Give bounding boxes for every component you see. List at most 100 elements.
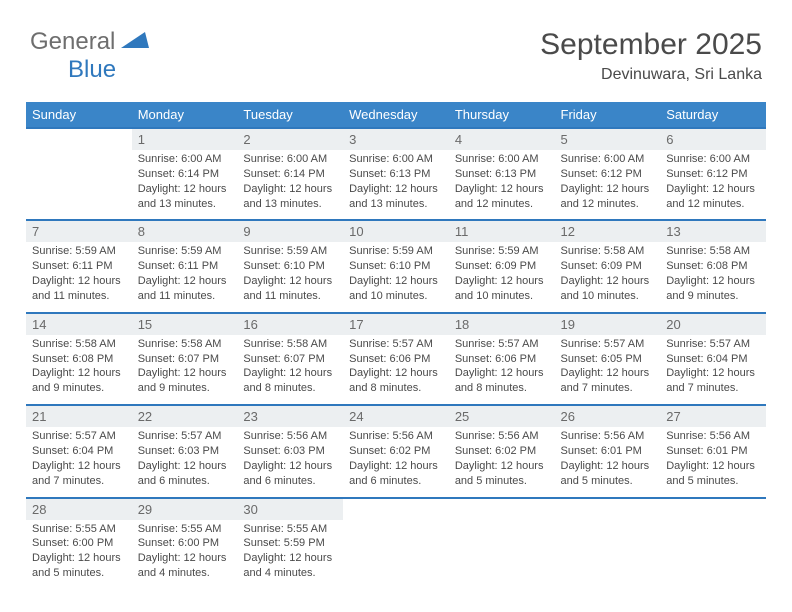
- date-cell: [26, 150, 132, 220]
- date-number: 26: [555, 405, 661, 427]
- sunrise-text: Sunrise: 5:56 AM: [455, 429, 549, 444]
- sunrise-text: Sunrise: 5:57 AM: [455, 337, 549, 352]
- date-cell: Sunrise: 5:59 AMSunset: 6:10 PMDaylight:…: [237, 242, 343, 312]
- daylight-text: Daylight: 12 hours and 5 minutes.: [561, 459, 655, 489]
- sunset-text: Sunset: 6:14 PM: [243, 167, 337, 182]
- day-header: Monday: [132, 102, 238, 128]
- daylight-text: Daylight: 12 hours and 6 minutes.: [349, 459, 443, 489]
- date-cell: Sunrise: 5:58 AMSunset: 6:07 PMDaylight:…: [237, 335, 343, 405]
- date-number: 25: [449, 405, 555, 427]
- month-title: September 2025: [540, 28, 762, 62]
- title-block: September 2025 Devinuwara, Sri Lanka: [540, 28, 762, 84]
- date-body-row: Sunrise: 5:58 AMSunset: 6:08 PMDaylight:…: [26, 335, 766, 405]
- sunrise-text: Sunrise: 5:56 AM: [666, 429, 760, 444]
- date-cell: Sunrise: 5:56 AMSunset: 6:02 PMDaylight:…: [343, 427, 449, 497]
- date-cell: Sunrise: 5:55 AMSunset: 6:00 PMDaylight:…: [26, 520, 132, 589]
- sunset-text: Sunset: 6:13 PM: [455, 167, 549, 182]
- daylight-text: Daylight: 12 hours and 13 minutes.: [138, 182, 232, 212]
- sunrise-text: Sunrise: 6:00 AM: [561, 152, 655, 167]
- daylight-text: Daylight: 12 hours and 10 minutes.: [561, 274, 655, 304]
- sunrise-text: Sunrise: 6:00 AM: [243, 152, 337, 167]
- date-number: 7: [26, 220, 132, 242]
- sunrise-text: Sunrise: 5:59 AM: [243, 244, 337, 259]
- daylight-text: Daylight: 12 hours and 9 minutes.: [32, 366, 126, 396]
- logo-text: General Blue: [30, 28, 116, 84]
- day-header: Wednesday: [343, 102, 449, 128]
- sunrise-text: Sunrise: 6:00 AM: [349, 152, 443, 167]
- sunrise-text: Sunrise: 5:56 AM: [243, 429, 337, 444]
- daylight-text: Daylight: 12 hours and 4 minutes.: [138, 551, 232, 581]
- date-number: 14: [26, 313, 132, 335]
- date-cell: Sunrise: 5:57 AMSunset: 6:04 PMDaylight:…: [660, 335, 766, 405]
- sunset-text: Sunset: 6:09 PM: [455, 259, 549, 274]
- sunset-text: Sunset: 6:08 PM: [666, 259, 760, 274]
- date-number-row: 78910111213: [26, 220, 766, 242]
- date-number: 8: [132, 220, 238, 242]
- date-number: 15: [132, 313, 238, 335]
- daylight-text: Daylight: 12 hours and 7 minutes.: [32, 459, 126, 489]
- sunrise-text: Sunrise: 5:56 AM: [561, 429, 655, 444]
- date-number: 19: [555, 313, 661, 335]
- date-number-row: 21222324252627: [26, 405, 766, 427]
- sunset-text: Sunset: 6:11 PM: [32, 259, 126, 274]
- daylight-text: Daylight: 12 hours and 11 minutes.: [32, 274, 126, 304]
- sunset-text: Sunset: 6:10 PM: [349, 259, 443, 274]
- sunset-text: Sunset: 6:05 PM: [561, 352, 655, 367]
- daylight-text: Daylight: 12 hours and 11 minutes.: [138, 274, 232, 304]
- sunset-text: Sunset: 6:14 PM: [138, 167, 232, 182]
- sunset-text: Sunset: 6:11 PM: [138, 259, 232, 274]
- sunrise-text: Sunrise: 5:59 AM: [138, 244, 232, 259]
- date-cell: [449, 520, 555, 589]
- sunset-text: Sunset: 6:07 PM: [243, 352, 337, 367]
- date-number: 2: [237, 128, 343, 150]
- date-number: [449, 498, 555, 520]
- sunrise-text: Sunrise: 5:58 AM: [666, 244, 760, 259]
- logo-part2: Blue: [68, 56, 116, 83]
- date-number: [660, 498, 766, 520]
- day-header-row: Sunday Monday Tuesday Wednesday Thursday…: [26, 102, 766, 128]
- daylight-text: Daylight: 12 hours and 8 minutes.: [243, 366, 337, 396]
- sunrise-text: Sunrise: 5:57 AM: [138, 429, 232, 444]
- logo-part1: General: [30, 28, 115, 55]
- date-cell: Sunrise: 5:56 AMSunset: 6:02 PMDaylight:…: [449, 427, 555, 497]
- date-number: 20: [660, 313, 766, 335]
- date-cell: Sunrise: 5:57 AMSunset: 6:03 PMDaylight:…: [132, 427, 238, 497]
- date-body-row: Sunrise: 5:57 AMSunset: 6:04 PMDaylight:…: [26, 427, 766, 497]
- sunrise-text: Sunrise: 5:58 AM: [561, 244, 655, 259]
- daylight-text: Daylight: 12 hours and 6 minutes.: [243, 459, 337, 489]
- date-number: 16: [237, 313, 343, 335]
- sunset-text: Sunset: 6:10 PM: [243, 259, 337, 274]
- daylight-text: Daylight: 12 hours and 9 minutes.: [138, 366, 232, 396]
- date-number: 21: [26, 405, 132, 427]
- daylight-text: Daylight: 12 hours and 7 minutes.: [666, 366, 760, 396]
- date-number: 10: [343, 220, 449, 242]
- daylight-text: Daylight: 12 hours and 10 minutes.: [455, 274, 549, 304]
- sunrise-text: Sunrise: 5:58 AM: [32, 337, 126, 352]
- sunrise-text: Sunrise: 5:57 AM: [666, 337, 760, 352]
- date-number: 28: [26, 498, 132, 520]
- date-cell: Sunrise: 5:57 AMSunset: 6:05 PMDaylight:…: [555, 335, 661, 405]
- sunset-text: Sunset: 6:02 PM: [349, 444, 443, 459]
- sunrise-text: Sunrise: 5:59 AM: [455, 244, 549, 259]
- date-cell: Sunrise: 5:59 AMSunset: 6:09 PMDaylight:…: [449, 242, 555, 312]
- daylight-text: Daylight: 12 hours and 12 minutes.: [455, 182, 549, 212]
- date-number: 18: [449, 313, 555, 335]
- day-header: Friday: [555, 102, 661, 128]
- date-cell: Sunrise: 5:55 AMSunset: 6:00 PMDaylight:…: [132, 520, 238, 589]
- date-number: 22: [132, 405, 238, 427]
- date-cell: Sunrise: 6:00 AMSunset: 6:12 PMDaylight:…: [660, 150, 766, 220]
- sunset-text: Sunset: 6:00 PM: [138, 536, 232, 551]
- date-number: 30: [237, 498, 343, 520]
- sunrise-text: Sunrise: 5:55 AM: [138, 522, 232, 537]
- date-number-row: 14151617181920: [26, 313, 766, 335]
- date-number-row: 282930: [26, 498, 766, 520]
- daylight-text: Daylight: 12 hours and 13 minutes.: [243, 182, 337, 212]
- date-number-row: 123456: [26, 128, 766, 150]
- sunrise-text: Sunrise: 5:58 AM: [138, 337, 232, 352]
- sunrise-text: Sunrise: 5:58 AM: [243, 337, 337, 352]
- sunset-text: Sunset: 6:00 PM: [32, 536, 126, 551]
- sunset-text: Sunset: 5:59 PM: [243, 536, 337, 551]
- sunrise-text: Sunrise: 5:55 AM: [32, 522, 126, 537]
- sunset-text: Sunset: 6:04 PM: [32, 444, 126, 459]
- date-number: 27: [660, 405, 766, 427]
